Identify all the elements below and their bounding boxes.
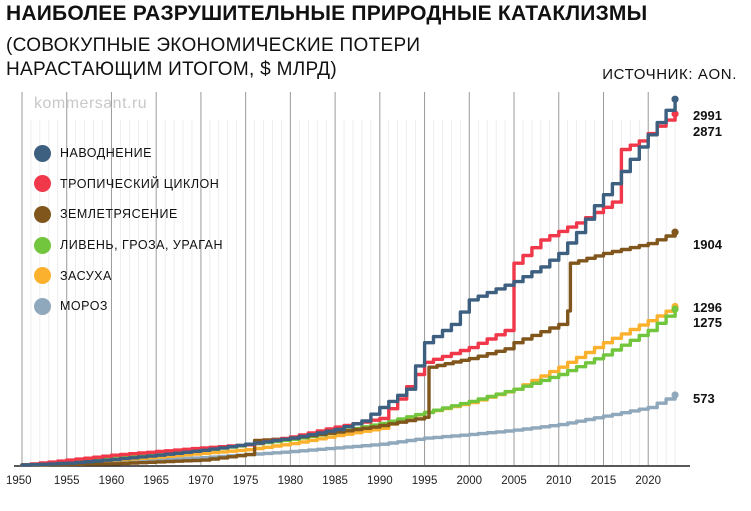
x-tick-label: 2005 — [501, 475, 527, 487]
legend-swatch — [34, 175, 51, 193]
legend-item: НАВОДНЕНИЕ — [34, 138, 223, 169]
legend-swatch — [34, 297, 51, 315]
series-end-point-frost — [671, 391, 679, 399]
series-line-flood — [20, 97, 677, 467]
legend-swatch — [34, 236, 51, 254]
chart-subtitle: (СОВОКУПНЫЕ ЭКОНОМИЧЕСКИЕ ПОТЕРИ НАРАСТА… — [6, 34, 420, 82]
legend-item: МОРОЗ — [34, 291, 223, 322]
series-line-earthquake — [20, 230, 677, 467]
x-tick-label: 1985 — [322, 475, 348, 487]
series-line-frost — [20, 393, 677, 467]
series-end-point-storm — [671, 305, 679, 313]
legend-item: ЗЕМЛЕТРЯСЕНИЕ — [34, 199, 223, 230]
legend-label: МОРОЗ — [60, 299, 108, 314]
end-value-label: 1275 — [693, 315, 722, 330]
end-value-label: 1296 — [693, 300, 722, 315]
x-tick-label: 2020 — [635, 475, 661, 487]
x-tick-label: 1970 — [188, 475, 214, 487]
x-tick-label: 1995 — [412, 475, 438, 487]
x-tick-label: 2015 — [591, 475, 617, 487]
legend-swatch — [34, 267, 51, 285]
x-tick-label: 1980 — [278, 475, 304, 487]
x-tick-label: 1955 — [54, 475, 80, 487]
watermark: kommersant.ru — [34, 95, 148, 112]
x-tick-label: 1965 — [143, 475, 169, 487]
end-value-label: 2871 — [693, 124, 722, 139]
legend-label: ЗАСУХА — [60, 268, 112, 283]
x-tick-label: 1975 — [233, 475, 259, 487]
x-tick-label: 2000 — [457, 475, 483, 487]
legend-item: ТРОПИЧЕСКИЙ ЦИКЛОН — [34, 169, 223, 200]
series-line-drought — [20, 304, 677, 467]
chart-title: НАИБОЛЕЕ РАЗРУШИТЕЛЬНЫЕ ПРИРОДНЫЕ КАТАКЛ… — [6, 2, 648, 25]
legend-label: ЛИВЕНЬ, ГРОЗА, УРАГАН — [60, 238, 224, 253]
end-value-label: 2991 — [693, 108, 722, 123]
x-tick-label: 2010 — [546, 475, 572, 487]
legend-label: ЗЕМЛЕТРЯСЕНИЕ — [60, 207, 178, 222]
subtitle-line-2: НАРАСТАЮЩИМ ИТОГОМ, $ МЛРД) — [6, 59, 337, 80]
source-note: ИСТОЧНИК: AON. — [602, 66, 737, 83]
legend-label: НАВОДНЕНИЕ — [60, 146, 152, 161]
end-value-label: 573 — [693, 391, 715, 406]
legend-item: ЛИВЕНЬ, ГРОЗА, УРАГАН — [34, 230, 223, 261]
x-tick-label: 1960 — [99, 475, 125, 487]
subtitle-line-1: (СОВОКУПНЫЕ ЭКОНОМИЧЕСКИЕ ПОТЕРИ — [6, 35, 421, 56]
legend-swatch — [34, 144, 51, 162]
x-tick-label: 1990 — [367, 475, 393, 487]
legend-label: ТРОПИЧЕСКИЙ ЦИКЛОН — [60, 176, 220, 191]
end-value-label: 1904 — [693, 237, 723, 252]
legend-swatch — [34, 205, 51, 223]
chart-legend: НАВОДНЕНИЕ ТРОПИЧЕСКИЙ ЦИКЛОН ЗЕМЛЕТРЯСЕНИ… — [34, 138, 223, 322]
series-end-point-tropical-cyclone — [671, 110, 679, 118]
series-end-point-earthquake — [671, 228, 679, 236]
series-end-point-flood — [671, 95, 679, 103]
series-line-storm — [20, 307, 677, 467]
x-tick-label: 1950 — [6, 475, 32, 487]
legend-item: ЗАСУХА — [34, 260, 223, 291]
